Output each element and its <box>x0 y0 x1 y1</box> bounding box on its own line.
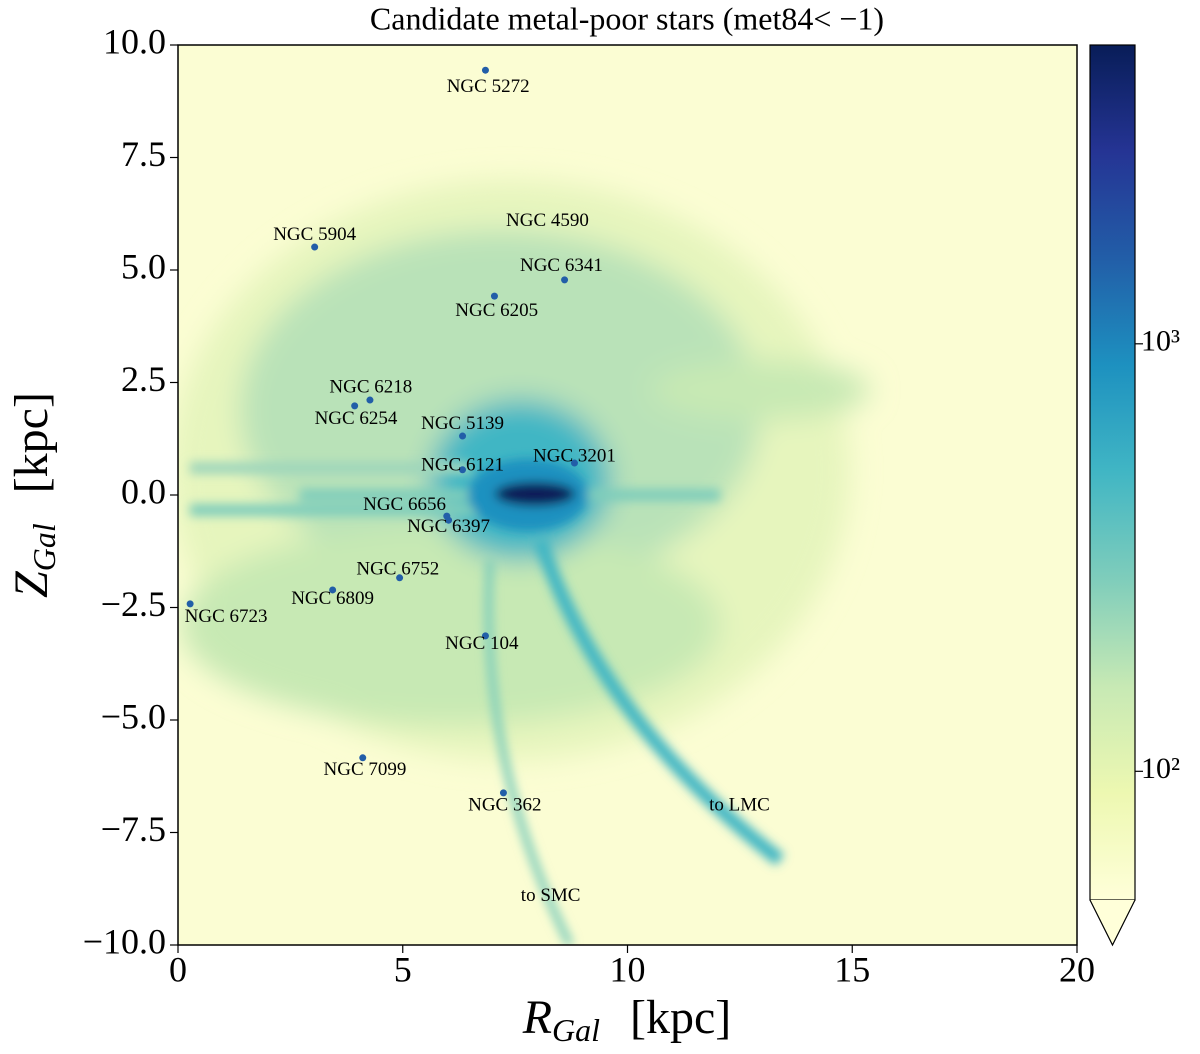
annotation: to SMC <box>521 885 581 906</box>
annotation: NGC 6397 <box>407 516 490 537</box>
annotation: NGC 6341 <box>520 255 603 276</box>
cluster-point <box>186 600 194 608</box>
cluster-point <box>570 459 578 467</box>
cluster-point <box>459 466 467 474</box>
colorbar-tick-label: 10³ <box>1141 325 1180 358</box>
y-tick-label: −10.0 <box>83 921 166 961</box>
y-label-sub: Gal <box>26 523 62 571</box>
cluster-point <box>351 402 359 410</box>
cluster-point <box>561 276 569 284</box>
y-label-symbol: Z <box>5 570 58 598</box>
cluster-point <box>359 754 367 762</box>
y-tick-label: 7.5 <box>121 134 166 174</box>
cluster-point <box>396 574 404 582</box>
x-axis-label: RGal [kpc] <box>522 991 732 1048</box>
annotation: NGC 6723 <box>185 606 268 627</box>
x-tick-label: 5 <box>394 949 412 989</box>
y-label-unit: [kpc] <box>5 392 58 493</box>
x-tick-label: 10 <box>610 949 646 989</box>
annotation: NGC 4590 <box>506 210 589 231</box>
annotation: NGC 6254 <box>315 408 398 429</box>
x-tick-label: 0 <box>169 949 187 989</box>
cluster-point <box>490 292 498 300</box>
x-label-unit: [kpc] <box>630 991 731 1044</box>
y-tick-label: 0.0 <box>121 471 166 511</box>
annotation: NGC 5272 <box>447 76 530 97</box>
annotation: NGC 6218 <box>329 376 412 397</box>
y-tick-label: 10.0 <box>103 21 166 61</box>
cluster-point <box>459 432 467 440</box>
annotation: NGC 6205 <box>455 300 538 321</box>
cluster-point <box>311 243 319 251</box>
annotation: NGC 6656 <box>363 494 446 515</box>
annotation: NGC 362 <box>468 794 541 815</box>
cluster-point <box>499 789 507 797</box>
x-tick-label: 20 <box>1059 949 1095 989</box>
colorbar-tick-label: 10² <box>1141 752 1180 785</box>
annotation: NGC 7099 <box>324 759 407 780</box>
cluster-point <box>481 66 489 74</box>
y-tick-label: −7.5 <box>101 809 166 849</box>
annotation: to LMC <box>709 794 770 815</box>
colorbar <box>1089 44 1136 901</box>
y-tick-label: 5.0 <box>121 246 166 286</box>
annotation: NGC 6121 <box>421 455 504 476</box>
y-tick-label: −5.0 <box>101 696 166 736</box>
x-tick-label: 15 <box>834 949 870 989</box>
y-tick-label: −2.5 <box>101 584 166 624</box>
cluster-point <box>445 516 453 524</box>
y-tick-label: 2.5 <box>121 359 166 399</box>
annotation: NGC 6752 <box>356 559 439 580</box>
cluster-point <box>366 396 374 404</box>
annotation: NGC 5904 <box>273 224 356 245</box>
annotation: NGC 6809 <box>291 588 374 609</box>
chart-title: Candidate metal-poor stars (met84< −1) <box>370 0 884 36</box>
x-label-symbol: R <box>522 991 552 1044</box>
annotation: NGC 5139 <box>421 413 504 434</box>
colorbar-extension <box>1089 899 1136 947</box>
annotation: NGC 3201 <box>533 446 616 467</box>
y-axis-label: ZGal [kpc] <box>5 392 62 598</box>
density <box>178 180 870 945</box>
cluster-point <box>329 586 337 594</box>
x-label-sub: Gal <box>552 1012 600 1048</box>
cluster-point <box>481 632 489 640</box>
annotation: NGC 104 <box>445 633 519 654</box>
